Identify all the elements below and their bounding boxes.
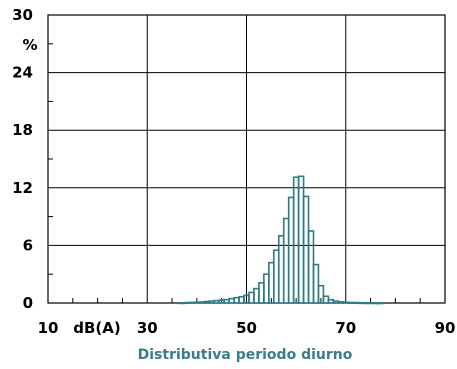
x-tick-label: 30 <box>137 319 158 337</box>
histogram-bar <box>312 263 320 304</box>
x-tick-labels: 10 30 50 70 90 <box>38 319 456 337</box>
y-tick-labels: 0 6 12 18 24 30 <box>12 6 33 312</box>
chart-title: Distributiva periodo diurno <box>138 347 353 363</box>
y-tick-label: 0 <box>23 294 33 312</box>
y-tick-label: 12 <box>12 179 33 197</box>
x-unit-label: dB(A) <box>73 319 121 337</box>
y-unit-label: % <box>22 36 37 54</box>
histogram-bar <box>377 302 384 305</box>
y-tick-label: 18 <box>12 121 33 139</box>
x-tick-label: 10 <box>38 319 59 337</box>
y-tick-label: 24 <box>12 64 33 82</box>
y-tick-label: 6 <box>23 236 33 254</box>
x-tick-label: 70 <box>335 319 356 337</box>
y-tick-label: 30 <box>12 6 33 24</box>
x-tick-label: 90 <box>435 319 456 337</box>
bars <box>178 175 384 305</box>
grid-lines <box>48 15 445 303</box>
x-tick-label: 50 <box>236 319 257 337</box>
histogram-bar <box>317 284 325 304</box>
